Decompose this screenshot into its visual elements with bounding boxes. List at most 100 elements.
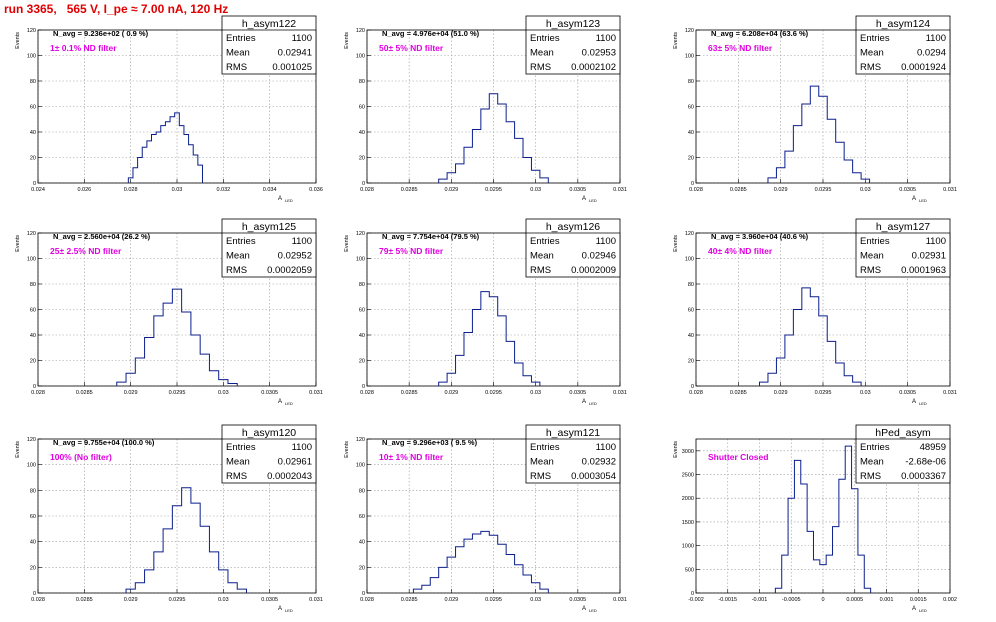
histogram-bin: [481, 292, 489, 386]
stats-label: Mean: [226, 251, 250, 262]
histogram-bin: [819, 96, 827, 183]
x-tick-label: 0.0295: [485, 390, 502, 396]
histogram-bin: [802, 288, 810, 386]
histogram-name: h_asym123: [546, 18, 600, 30]
stats-label: RMS: [530, 471, 551, 482]
histogram-bins: [759, 287, 862, 386]
stats-value: 1100: [596, 442, 616, 453]
histogram-bin: [810, 86, 818, 183]
y-tick-label: 60: [359, 308, 365, 314]
stats-label: Mean: [860, 251, 884, 262]
x-tick-label: 0.0295: [485, 597, 502, 603]
x-tick-label: 0.0295: [815, 187, 832, 193]
x-tick-label: 0.0305: [569, 390, 586, 396]
x-axis-subscript: LED: [589, 401, 597, 406]
histogram-name: h_asym120: [242, 427, 296, 439]
x-tick-label: 0.028: [689, 390, 703, 396]
x-tick-label: 0.03: [172, 187, 183, 193]
stats-label: Mean: [860, 457, 884, 468]
stats-value: 0.02946: [582, 251, 616, 262]
x-tick-label: -0.0005: [782, 597, 801, 603]
stats-value: -2.68e-06: [905, 457, 946, 468]
y-tick-label: 120: [27, 231, 36, 237]
x-tick-label: 0.031: [943, 390, 957, 396]
y-tick-label: 0: [362, 591, 365, 597]
histogram-bin: [179, 126, 184, 183]
x-tick-label: 0.0305: [899, 187, 916, 193]
y-tick-label: 80: [359, 79, 365, 85]
navg-label: N_avg = 6.208e+04 (63.6 %): [711, 29, 809, 38]
navg-label: N_avg = 7.754e+04 (79.5 %): [382, 232, 480, 241]
histogram-bin: [464, 332, 472, 386]
x-tick-label: 0.031: [613, 187, 627, 193]
x-tick-label: 0.031: [309, 597, 323, 603]
x-tick-label: 0.028: [360, 597, 374, 603]
histogram-bin: [785, 335, 793, 386]
x-tick-label: 0.029: [774, 390, 788, 396]
filter-annotation: 25± 2.5% ND filter: [50, 246, 122, 256]
y-tick-label: 40: [688, 333, 694, 339]
filter-annotation: 79± 5% ND filter: [379, 246, 444, 256]
histogram-bin: [447, 373, 455, 386]
stats-label: RMS: [226, 265, 247, 276]
navg-label: N_avg = 9.236e+02 ( 0.9 %): [53, 29, 149, 38]
filter-annotation: 40± 4% ND filter: [708, 246, 773, 256]
histogram-bin: [531, 170, 539, 183]
x-tick-label: 0.029: [124, 597, 138, 603]
y-tick-label: 3000: [682, 449, 694, 455]
histogram-bin: [138, 158, 143, 184]
stats-box: [525, 15, 621, 75]
stats-value: 0.0002059: [267, 265, 312, 276]
stats-value: 0.02952: [278, 251, 312, 262]
histogram-bin: [163, 303, 172, 386]
histogram-bin: [515, 138, 523, 183]
stats-value: 0.0003054: [571, 471, 616, 482]
histogram-bin: [813, 560, 819, 593]
histogram-bin: [802, 104, 810, 183]
x-tick-label: 0.0295: [815, 390, 832, 396]
histogram-bin: [219, 570, 228, 593]
x-tick-label: 0.001: [880, 597, 894, 603]
stats-value: 48959: [920, 442, 946, 453]
y-tick-label: 60: [688, 105, 694, 111]
navg-label: N_avg = 3.960e+04 (40.6 %): [711, 232, 809, 241]
x-axis-subscript: LED: [919, 198, 927, 203]
x-tick-label: 0.0005: [846, 597, 863, 603]
histogram-bin: [760, 382, 768, 386]
y-tick-label: 20: [359, 359, 365, 365]
histogram-bin: [801, 484, 807, 593]
navg-label: N_avg = 2.560e+04 (26.2 %): [53, 232, 151, 241]
x-tick-label: 0.029: [444, 187, 458, 193]
histogram-bin: [498, 316, 506, 386]
stats-label: RMS: [530, 265, 551, 276]
histogram-bin: [819, 316, 827, 386]
x-tick-label: 0.0285: [401, 390, 418, 396]
x-tick-label: 0.029: [444, 597, 458, 603]
x-axis-title: A: [278, 399, 282, 405]
x-tick-label: 0.0305: [261, 597, 278, 603]
histogram-bin: [515, 363, 523, 386]
x-axis-subscript: LED: [919, 608, 927, 613]
x-tick-label: 0.0285: [730, 390, 747, 396]
histogram-bin: [489, 94, 497, 183]
histogram-panel-h_asym126: 0.028 0.0285 0.029 0.0295 0.03 0.0305 0.031 0 20…: [344, 218, 627, 406]
stats-label: Entries: [860, 33, 890, 44]
x-axis-title: A: [582, 399, 586, 405]
histogram-bin: [540, 178, 548, 183]
y-tick-label: 0: [362, 181, 365, 187]
y-axis-title: Events: [15, 441, 21, 458]
histogram-bin: [209, 371, 218, 386]
histogram-bin: [768, 373, 776, 386]
stats-value: 1100: [926, 33, 946, 44]
stats-label: Entries: [226, 236, 256, 247]
y-tick-label: 20: [30, 565, 36, 571]
y-tick-label: 20: [688, 359, 694, 365]
histogram-panel-h_asym123: 0.028 0.0285 0.029 0.0295 0.03 0.0305 0.031 0 20…: [344, 15, 627, 203]
y-axis-title: Events: [344, 441, 350, 458]
histogram-bin: [145, 570, 154, 593]
y-tick-label: 40: [30, 540, 36, 546]
histogram-bin: [472, 129, 480, 183]
y-tick-label: 120: [27, 437, 36, 443]
histogram-bin: [472, 310, 480, 387]
histogram-bin: [776, 168, 784, 183]
